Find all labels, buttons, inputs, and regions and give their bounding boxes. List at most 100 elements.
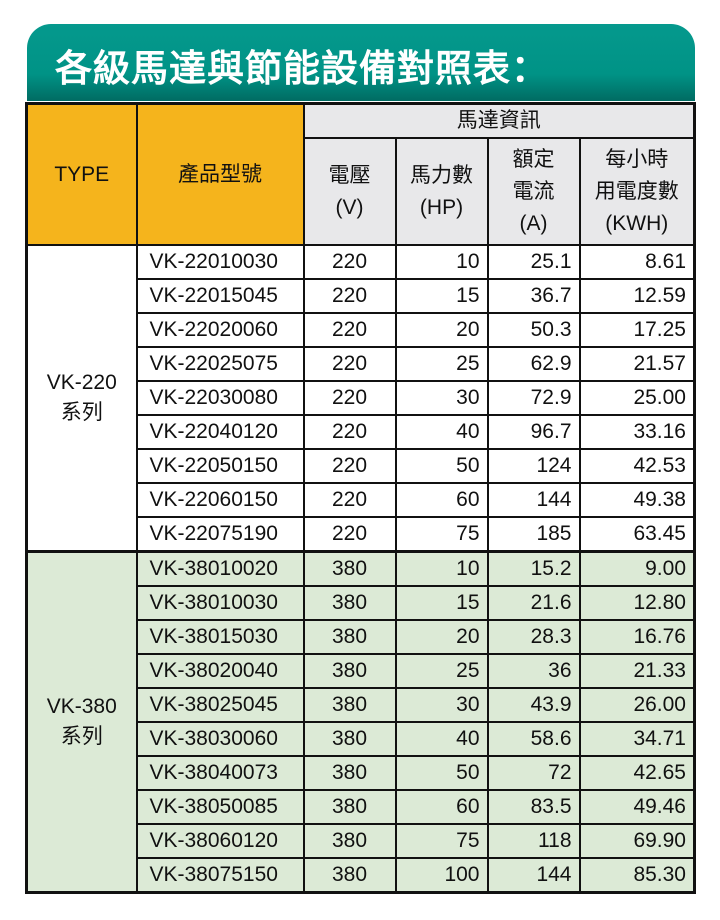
- kwh-cell: 49.46: [578, 789, 696, 825]
- hp-cell: 75: [394, 823, 489, 859]
- header-kwh: 每小時 用電度數 (KWH): [578, 137, 696, 246]
- series-label: VK-380 系列: [25, 550, 138, 894]
- header-type: TYPE: [25, 102, 138, 246]
- current-cell: 72.9: [486, 380, 581, 416]
- model-cell: VK-38010030: [135, 585, 305, 621]
- kwh-cell: 12.59: [578, 278, 696, 314]
- voltage-cell: 220: [302, 244, 397, 280]
- model-cell: VK-22015045: [135, 278, 305, 314]
- hp-cell: 20: [394, 619, 489, 655]
- current-cell: 124: [486, 448, 581, 484]
- model-cell: VK-38025045: [135, 687, 305, 723]
- header-hp: 馬力數 (HP): [394, 137, 489, 246]
- kwh-cell: 34.71: [578, 721, 696, 757]
- current-cell: 15.2: [486, 550, 581, 587]
- current-cell: 62.9: [486, 346, 581, 382]
- hp-cell: 15: [394, 585, 489, 621]
- model-cell: VK-22020060: [135, 312, 305, 348]
- voltage-cell: 220: [302, 346, 397, 382]
- voltage-cell: 380: [302, 823, 397, 859]
- voltage-cell: 380: [302, 857, 397, 894]
- kwh-cell: 16.76: [578, 619, 696, 655]
- hp-cell: 40: [394, 721, 489, 757]
- kwh-cell: 12.80: [578, 585, 696, 621]
- table-row: VK-38075150 380 100 144 85.30: [27, 857, 696, 894]
- model-cell: VK-38015030: [135, 619, 305, 655]
- kwh-cell: 26.00: [578, 687, 696, 723]
- current-cell: 21.6: [486, 585, 581, 621]
- voltage-cell: 220: [302, 448, 397, 484]
- current-cell: 28.3: [486, 619, 581, 655]
- current-cell: 36: [486, 653, 581, 689]
- kwh-cell: 21.33: [578, 653, 696, 689]
- hp-cell: 60: [394, 482, 489, 518]
- hp-cell: 30: [394, 380, 489, 416]
- current-cell: 43.9: [486, 687, 581, 723]
- current-cell: 36.7: [486, 278, 581, 314]
- table-row: VK-38040073 380 50 72 42.65: [27, 755, 696, 791]
- table-row: VK-22060150 220 60 144 49.38: [27, 482, 696, 518]
- table-row: VK-22040120 220 40 96.7 33.16: [27, 414, 696, 450]
- model-cell: VK-38020040: [135, 653, 305, 689]
- voltage-cell: 220: [302, 516, 397, 553]
- table-row: VK-22025075 220 25 62.9 21.57: [27, 346, 696, 382]
- table-row: VK-220 系列 VK-22010030 220 10 25.1 8.61: [25, 244, 696, 553]
- model-cell: VK-38030060: [135, 721, 305, 757]
- current-cell: 50.3: [486, 312, 581, 348]
- current-cell: 58.6: [486, 721, 581, 757]
- current-cell: 144: [486, 482, 581, 518]
- current-cell: 83.5: [486, 789, 581, 825]
- table-row: VK-22020060 220 20 50.3 17.25: [27, 312, 696, 348]
- model-cell: VK-22010030: [135, 244, 305, 280]
- voltage-cell: 380: [302, 789, 397, 825]
- model-cell: VK-22030080: [135, 380, 305, 416]
- table-row: VK-380 系列 VK-38010020 380 10 15.2 9.00: [25, 550, 696, 894]
- model-cell: VK-38040073: [135, 755, 305, 791]
- hp-cell: 20: [394, 312, 489, 348]
- kwh-cell: 42.53: [578, 448, 696, 484]
- model-cell: VK-22075190: [135, 516, 305, 553]
- table-row: VK-38015030 380 20 28.3 16.76: [27, 619, 696, 655]
- kwh-cell: 33.16: [578, 414, 696, 450]
- motor-comparison-table: TYPE 產品型號 馬達資訊 電壓 (V) 馬力數 (HP) 額定 電流 (A) 每小時…: [25, 102, 696, 894]
- kwh-cell: 9.00: [578, 550, 696, 587]
- kwh-cell: 21.57: [578, 346, 696, 382]
- table-row: VK-38025045 380 30 43.9 26.00: [27, 687, 696, 723]
- voltage-cell: 380: [302, 550, 397, 587]
- voltage-cell: 220: [302, 380, 397, 416]
- current-cell: 72: [486, 755, 581, 791]
- kwh-cell: 63.45: [578, 516, 696, 553]
- header-motor-info: 馬達資訊: [302, 102, 696, 139]
- table-row: VK-38050085 380 60 83.5 49.46: [27, 789, 696, 825]
- hp-cell: 40: [394, 414, 489, 450]
- voltage-cell: 220: [302, 482, 397, 518]
- model-cell: VK-38075150: [135, 857, 305, 894]
- current-cell: 144: [486, 857, 581, 894]
- voltage-cell: 380: [302, 721, 397, 757]
- hp-cell: 15: [394, 278, 489, 314]
- kwh-cell: 17.25: [578, 312, 696, 348]
- hp-cell: 100: [394, 857, 489, 894]
- table-row: VK-22015045 220 15 36.7 12.59: [27, 278, 696, 314]
- model-cell: VK-22040120: [135, 414, 305, 450]
- model-cell: VK-22060150: [135, 482, 305, 518]
- voltage-cell: 380: [302, 653, 397, 689]
- header-current: 額定 電流 (A): [486, 137, 581, 246]
- voltage-cell: 380: [302, 619, 397, 655]
- current-cell: 185: [486, 516, 581, 553]
- kwh-cell: 25.00: [578, 380, 696, 416]
- hp-cell: 10: [394, 550, 489, 587]
- kwh-cell: 85.30: [578, 857, 696, 894]
- hp-cell: 50: [394, 448, 489, 484]
- model-cell: VK-38060120: [135, 823, 305, 859]
- current-cell: 96.7: [486, 414, 581, 450]
- hp-cell: 75: [394, 516, 489, 553]
- header-model: 產品型號: [135, 102, 305, 246]
- table-row: VK-38020040 380 25 36 21.33: [27, 653, 696, 689]
- voltage-cell: 380: [302, 755, 397, 791]
- model-cell: VK-22025075: [135, 346, 305, 382]
- hp-cell: 50: [394, 755, 489, 791]
- title-banner: 各級馬達與節能設備對照表：: [27, 24, 695, 101]
- table-row: VK-22075190 220 75 185 63.45: [27, 516, 696, 553]
- table-row: VK-38060120 380 75 118 69.90: [27, 823, 696, 859]
